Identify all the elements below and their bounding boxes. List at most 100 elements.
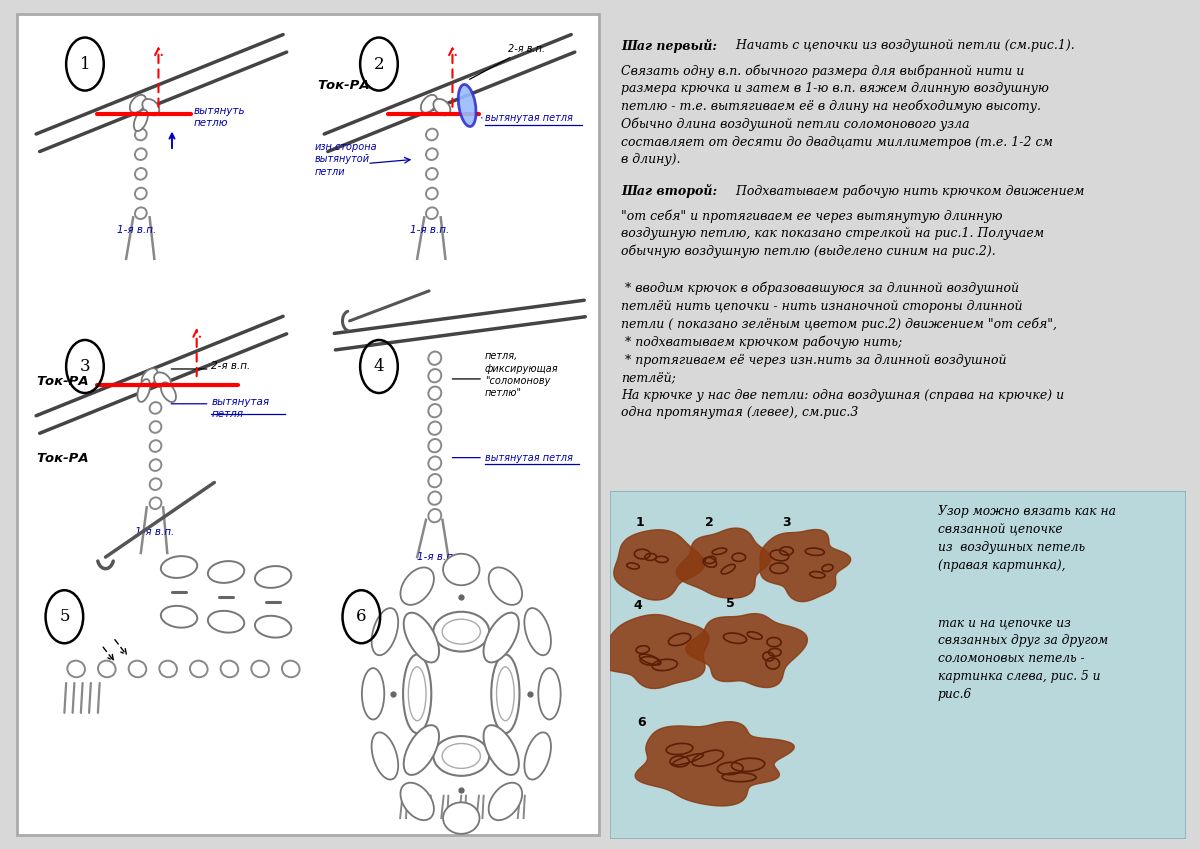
Text: вытянутая
петля: вытянутая петля: [211, 396, 270, 419]
Text: * вводим крючок в образовавшуюся за длинной воздушной
петлёй нить цепочки - нить: * вводим крючок в образовавшуюся за длин…: [622, 282, 1064, 419]
Ellipse shape: [67, 661, 85, 678]
Ellipse shape: [408, 666, 426, 721]
Text: вытянутая петля: вытянутая петля: [485, 113, 572, 123]
Ellipse shape: [443, 554, 480, 585]
Text: 1-я в.п.: 1-я в.п.: [118, 225, 156, 235]
Ellipse shape: [497, 666, 514, 721]
Text: Шаг третий:: Шаг третий:: [622, 491, 722, 505]
Ellipse shape: [443, 802, 480, 834]
Ellipse shape: [442, 744, 480, 768]
Text: закрепление длинной вытянутой соломоновой: закрепление длинной вытянутой соломоново…: [719, 491, 1042, 503]
Text: 5: 5: [59, 608, 70, 625]
Polygon shape: [614, 530, 704, 600]
Ellipse shape: [426, 149, 438, 160]
Text: 1-я в.п.: 1-я в.п.: [409, 225, 449, 235]
Text: Начать с цепочки из воздушной петли (см.рис.1).: Начать с цепочки из воздушной петли (см.…: [727, 39, 1074, 52]
Text: 2: 2: [373, 55, 384, 72]
Text: 4: 4: [634, 599, 642, 612]
Ellipse shape: [221, 661, 239, 678]
Ellipse shape: [428, 351, 442, 365]
Ellipse shape: [154, 373, 172, 389]
Ellipse shape: [134, 207, 146, 219]
Ellipse shape: [484, 613, 518, 662]
Ellipse shape: [372, 733, 398, 779]
Ellipse shape: [403, 725, 439, 775]
Text: 1: 1: [636, 515, 644, 529]
Ellipse shape: [143, 99, 160, 115]
Text: Ток-РА: Ток-РА: [37, 452, 89, 464]
Ellipse shape: [539, 668, 560, 719]
Ellipse shape: [254, 616, 292, 638]
Ellipse shape: [208, 561, 245, 583]
Ellipse shape: [426, 129, 438, 140]
Text: 2-я в.п.: 2-я в.п.: [469, 43, 546, 79]
Text: "от себя" и протягиваем ее через вытянутую длинную
воздушную петлю, как показано: "от себя" и протягиваем ее через вытянут…: [622, 209, 1044, 258]
Ellipse shape: [160, 661, 176, 678]
Text: Шаг второй:: Шаг второй:: [622, 184, 718, 198]
Polygon shape: [760, 530, 851, 602]
Ellipse shape: [433, 99, 450, 115]
Text: так и на цепочке из
связанных друг за другом
соломоновых петель -
картинка слева: так и на цепочке из связанных друг за др…: [938, 616, 1108, 701]
Ellipse shape: [428, 457, 442, 469]
Text: вытянуть
петлю: вытянуть петлю: [193, 106, 245, 128]
Ellipse shape: [282, 661, 300, 678]
Polygon shape: [686, 614, 808, 688]
Ellipse shape: [488, 567, 522, 604]
Ellipse shape: [134, 129, 146, 140]
Ellipse shape: [98, 661, 115, 678]
Ellipse shape: [426, 188, 438, 200]
Ellipse shape: [190, 661, 208, 678]
Ellipse shape: [208, 610, 245, 633]
Ellipse shape: [137, 380, 150, 402]
FancyBboxPatch shape: [17, 14, 600, 835]
Ellipse shape: [433, 736, 490, 776]
Text: Подхватываем рабочую нить крючком движением: Подхватываем рабочую нить крючком движен…: [727, 184, 1084, 198]
Ellipse shape: [161, 606, 197, 627]
Ellipse shape: [401, 783, 434, 820]
Ellipse shape: [372, 608, 398, 655]
Ellipse shape: [433, 612, 490, 651]
Ellipse shape: [403, 655, 431, 734]
Text: 1-я в.п.: 1-я в.п.: [418, 552, 456, 562]
Ellipse shape: [491, 655, 520, 734]
Ellipse shape: [150, 441, 161, 452]
Text: 5: 5: [726, 598, 734, 610]
Ellipse shape: [428, 404, 442, 418]
Ellipse shape: [134, 110, 148, 131]
Polygon shape: [677, 528, 770, 599]
Polygon shape: [635, 722, 794, 806]
Ellipse shape: [130, 95, 146, 113]
Text: Связать одну в.п. обычного размера для выбранной нити и
размера крючка и затем в: Связать одну в.п. обычного размера для в…: [622, 64, 1052, 166]
Ellipse shape: [428, 369, 442, 382]
Ellipse shape: [161, 556, 197, 578]
Text: 3: 3: [782, 515, 791, 529]
Ellipse shape: [428, 386, 442, 400]
Text: 6: 6: [637, 716, 646, 728]
Ellipse shape: [488, 783, 522, 820]
Ellipse shape: [484, 725, 518, 775]
Ellipse shape: [134, 188, 146, 200]
Ellipse shape: [142, 368, 157, 386]
Text: 3: 3: [79, 358, 90, 375]
Ellipse shape: [428, 509, 442, 522]
Ellipse shape: [428, 439, 442, 453]
Ellipse shape: [524, 733, 551, 779]
Ellipse shape: [458, 84, 476, 127]
Text: петля,
фиксирующая
"соломонову
петлю": петля, фиксирующая "соломонову петлю": [485, 351, 558, 398]
Ellipse shape: [150, 498, 161, 509]
Ellipse shape: [421, 95, 437, 113]
Text: вытянутая петля: вытянутая петля: [485, 453, 572, 463]
Ellipse shape: [134, 149, 146, 160]
Text: 2: 2: [704, 515, 713, 529]
Ellipse shape: [134, 168, 146, 180]
Text: изн.сторона
вытянутой
петли: изн.сторона вытянутой петли: [314, 142, 377, 177]
Ellipse shape: [428, 492, 442, 505]
Text: 2-я в.п.: 2-я в.п.: [211, 362, 251, 372]
Text: Ток-РА: Ток-РА: [317, 79, 370, 92]
Text: петли. На крючке - две петли, захватить рабочую нить и
провязать обе петли одним: петли. На крючке - две петли, захватить …: [622, 515, 1050, 583]
Ellipse shape: [150, 459, 161, 471]
Text: Ток-РА: Ток-РА: [37, 374, 89, 388]
Ellipse shape: [161, 382, 176, 402]
Ellipse shape: [251, 661, 269, 678]
Text: Узор можно вязать как на
связанной цепочке
из  воздушных петель
(правая картинка: Узор можно вязать как на связанной цепоч…: [938, 504, 1116, 571]
